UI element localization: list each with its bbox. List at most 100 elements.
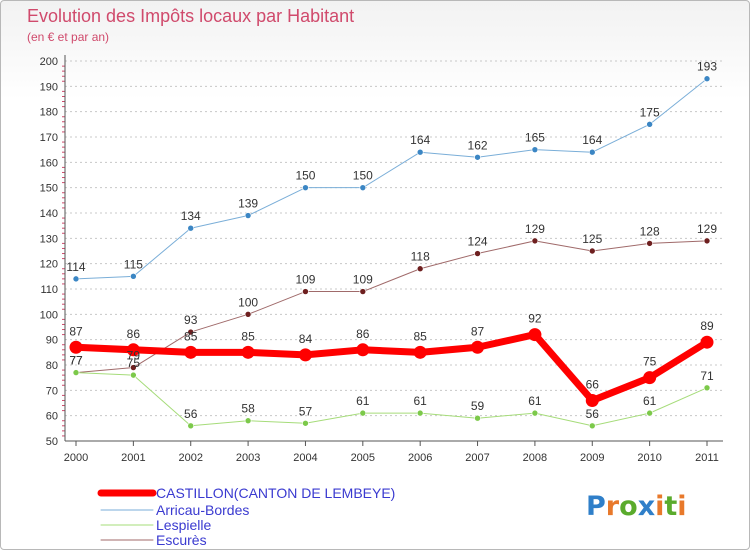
y-tick-label: 80 — [46, 360, 58, 372]
series-line — [75, 240, 708, 374]
data-label: 165 — [525, 131, 545, 145]
x-tick-label: 2000 — [64, 452, 88, 464]
data-point — [413, 345, 427, 359]
data-point — [416, 265, 424, 273]
data-label: 75 — [127, 356, 141, 370]
y-tick-label: 70 — [46, 385, 58, 397]
data-label: 118 — [411, 250, 430, 264]
data-label: 58 — [241, 402, 255, 416]
data-label: 109 — [295, 273, 315, 287]
y-tick-label: 200 — [40, 56, 58, 68]
data-point — [588, 148, 596, 156]
y-tick-label: 180 — [40, 107, 58, 119]
data-point — [69, 340, 83, 354]
data-point — [244, 311, 252, 318]
data-point — [359, 409, 367, 417]
data-label: 100 — [238, 295, 258, 309]
series-arricau-bordes — [72, 75, 711, 283]
data-label: 193 — [697, 60, 717, 74]
data-point — [359, 288, 367, 295]
series-line — [72, 331, 711, 404]
legend-item: Arricau-Bordes — [100, 502, 249, 518]
x-tick-label: 2002 — [178, 452, 202, 464]
data-label: 89 — [700, 319, 714, 333]
x-tick-label: 2010 — [637, 452, 661, 464]
data-label: 109 — [353, 273, 373, 287]
proxiti-logo: Proxiti — [586, 491, 687, 522]
data-label: 56 — [184, 407, 198, 421]
data-point — [528, 328, 542, 342]
data-point — [241, 345, 255, 359]
y-tick-label: 130 — [40, 233, 58, 245]
data-point — [703, 75, 711, 83]
data-label: 61 — [643, 394, 657, 408]
data-point — [531, 409, 539, 417]
data-label: 85 — [414, 329, 428, 343]
data-label: 128 — [640, 224, 660, 238]
data-point — [703, 384, 711, 392]
logo-letter: r — [605, 491, 620, 522]
y-tick-label: 150 — [40, 183, 58, 195]
data-point — [356, 343, 370, 357]
data-label: 115 — [124, 257, 143, 271]
data-label: 79 — [127, 349, 141, 363]
logo-letter: o — [619, 491, 638, 522]
data-label: 77 — [69, 354, 83, 368]
x-tick-label: 2006 — [408, 452, 432, 464]
data-label: 164 — [410, 133, 430, 147]
legend-label: Arricau-Bordes — [156, 502, 249, 518]
data-label: 61 — [414, 394, 428, 408]
data-label: 139 — [238, 197, 258, 211]
data-label: 162 — [468, 138, 488, 152]
data-label: 175 — [640, 105, 660, 119]
data-point — [359, 184, 367, 191]
x-tick-label: 2004 — [293, 452, 317, 464]
y-tick-label: 60 — [46, 411, 58, 423]
data-label: 124 — [468, 235, 488, 249]
data-point — [474, 414, 481, 422]
data-point — [646, 240, 653, 247]
data-label: 84 — [299, 332, 313, 346]
legend-label: Lespielle — [156, 517, 211, 533]
chart-title: Evolution des Impôts locaux par Habitant — [27, 6, 355, 26]
data-label: 71 — [700, 369, 714, 383]
data-label: 93 — [184, 313, 198, 327]
data-point — [585, 393, 599, 407]
legend-label: CASTILLON(CANTON DE LEMBEYE) — [156, 485, 395, 501]
data-label: 77 — [69, 354, 83, 368]
data-label: 150 — [353, 169, 373, 183]
data-label: 66 — [586, 377, 600, 391]
x-tick-label: 2008 — [523, 452, 547, 464]
x-tick-label: 2001 — [121, 452, 145, 464]
y-tick-label: 50 — [46, 436, 58, 448]
data-point — [187, 224, 195, 232]
data-point — [302, 184, 309, 191]
y-tick-label: 90 — [46, 335, 58, 347]
data-label: 134 — [181, 209, 201, 223]
legend-item: CASTILLON(CANTON DE LEMBEYE) — [97, 485, 395, 501]
data-point — [244, 417, 252, 425]
y-tick-label: 160 — [40, 157, 58, 169]
data-point — [703, 237, 711, 245]
data-point — [700, 335, 714, 349]
y-tick-label: 100 — [40, 309, 58, 321]
data-label: 114 — [66, 260, 85, 274]
logo-letter: i — [655, 491, 665, 522]
y-tick-label: 110 — [40, 284, 58, 296]
data-point — [646, 121, 653, 128]
data-point — [646, 409, 653, 417]
data-label: 61 — [356, 394, 370, 408]
logo-letter: i — [677, 491, 687, 522]
data-label: 86 — [127, 327, 141, 341]
x-tick-label: 2005 — [351, 452, 375, 464]
y-tick-label: 190 — [40, 81, 58, 93]
data-point — [130, 273, 137, 280]
data-point — [531, 146, 539, 153]
data-label: 85 — [184, 329, 198, 343]
data-point — [302, 419, 309, 427]
logo-letter: P — [586, 491, 606, 522]
data-label: 86 — [356, 327, 370, 341]
data-label: 75 — [643, 355, 657, 369]
data-point — [588, 247, 596, 255]
chart-subtitle: (en € et par an) — [27, 30, 110, 44]
